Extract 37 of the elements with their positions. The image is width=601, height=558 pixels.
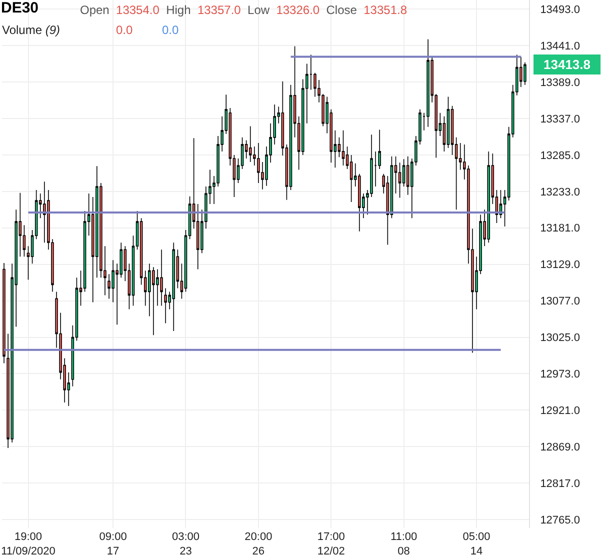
y-tick-label: 13337.0 bbox=[540, 113, 580, 126]
candlestick bbox=[172, 242, 176, 332]
x-tick-label: 19:00 11/09/2020 bbox=[1, 531, 56, 558]
chart-subtitle: Open 13354.0 High 13357.0 Low 13326.0 Close 13351.8 bbox=[80, 3, 408, 17]
chart-title: DE30 bbox=[1, 0, 39, 17]
annotation: 0.0 bbox=[162, 23, 180, 37]
candlestick bbox=[248, 126, 252, 162]
x-tick-label: 09:00 17 bbox=[99, 531, 127, 558]
candlestick bbox=[487, 151, 490, 244]
y-tick-label: 13181.0 bbox=[540, 222, 580, 235]
candlestick bbox=[164, 288, 167, 324]
y-tick-label: 13077.0 bbox=[540, 296, 580, 308]
y-tick-label: 13493.0 bbox=[540, 4, 580, 16]
x-tick-label: 05:00 14 bbox=[462, 531, 490, 558]
y-tick-label: 12817.0 bbox=[540, 478, 580, 490]
candlestick bbox=[152, 266, 155, 336]
y-tick-label: 13233.0 bbox=[540, 186, 580, 198]
candlestick bbox=[342, 130, 345, 166]
y-tick-label: 13441.0 bbox=[540, 40, 580, 52]
text: 13413.8 bbox=[544, 57, 590, 72]
x-tick-label: 11:00 08 bbox=[390, 531, 418, 558]
candlestick bbox=[2, 262, 6, 364]
y-tick-label: 13129.0 bbox=[540, 259, 580, 272]
x-tick-label: 20:00 26 bbox=[244, 531, 272, 558]
y-tick-label: 12869.0 bbox=[540, 442, 580, 454]
x-tick-label: 03:00 23 bbox=[172, 531, 200, 558]
x-tick-label: 17:00 12/02 bbox=[317, 531, 345, 558]
y-tick-label: 12973.0 bbox=[540, 368, 580, 381]
candlestick bbox=[160, 249, 163, 306]
y-tick-label: 13025.0 bbox=[540, 332, 580, 344]
candlestick bbox=[426, 38, 430, 128]
y-tick-label: 12921.0 bbox=[540, 405, 580, 418]
annotation: 0.0 bbox=[116, 23, 134, 37]
annotation: Volume (9) bbox=[2, 23, 60, 37]
y-tick-label: 13285.0 bbox=[540, 150, 580, 162]
y-tick-label: 12765.0 bbox=[540, 514, 580, 526]
y-tick-label: 13389.0 bbox=[540, 76, 580, 89]
